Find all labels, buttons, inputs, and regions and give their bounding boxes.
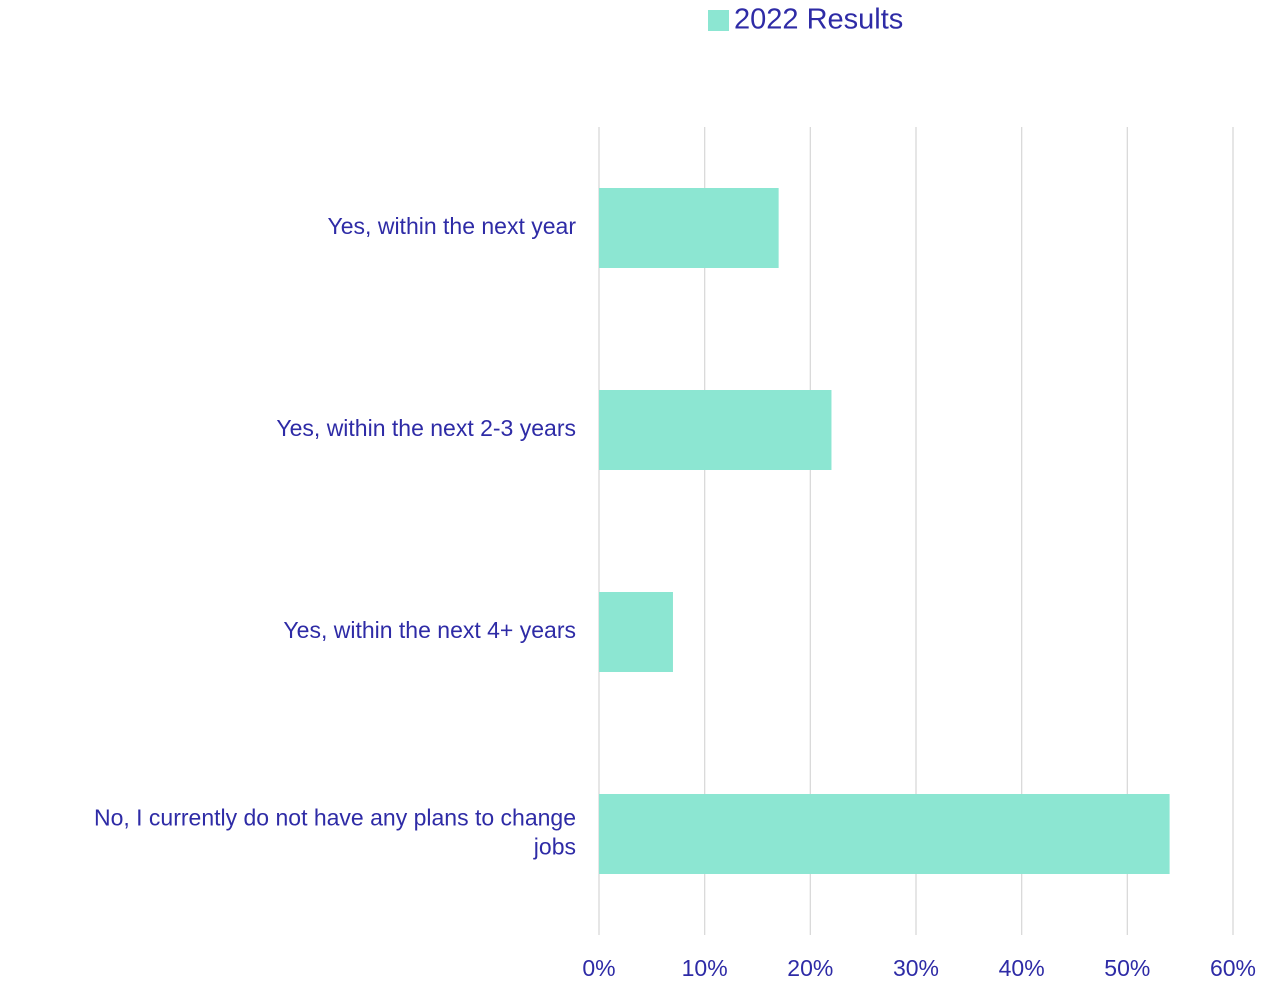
- x-tick-label: 60%: [1210, 955, 1256, 981]
- bar: [599, 794, 1170, 874]
- category-label: No, I currently do not have any plans to…: [94, 805, 576, 860]
- category-label-line: jobs: [533, 834, 576, 860]
- category-label-line: Yes, within the next year: [328, 213, 577, 239]
- bar: [599, 390, 832, 470]
- bar: [599, 592, 673, 672]
- x-tick-label: 0%: [582, 955, 615, 981]
- x-tick-label: 20%: [787, 955, 833, 981]
- category-label-line: No, I currently do not have any plans to…: [94, 805, 576, 831]
- x-tick-label: 10%: [682, 955, 728, 981]
- x-tick-label: 40%: [999, 955, 1045, 981]
- bar: [599, 188, 779, 268]
- x-tick-label: 50%: [1104, 955, 1150, 981]
- x-tick-label: 30%: [893, 955, 939, 981]
- category-label: Yes, within the next year: [328, 213, 577, 239]
- legend-swatch: [708, 10, 729, 31]
- category-label: Yes, within the next 4+ years: [283, 617, 576, 643]
- category-label-line: Yes, within the next 4+ years: [283, 617, 576, 643]
- category-label-line: Yes, within the next 2-3 years: [276, 415, 576, 441]
- legend-label: 2022 Results: [734, 4, 903, 36]
- category-label: Yes, within the next 2-3 years: [276, 415, 576, 441]
